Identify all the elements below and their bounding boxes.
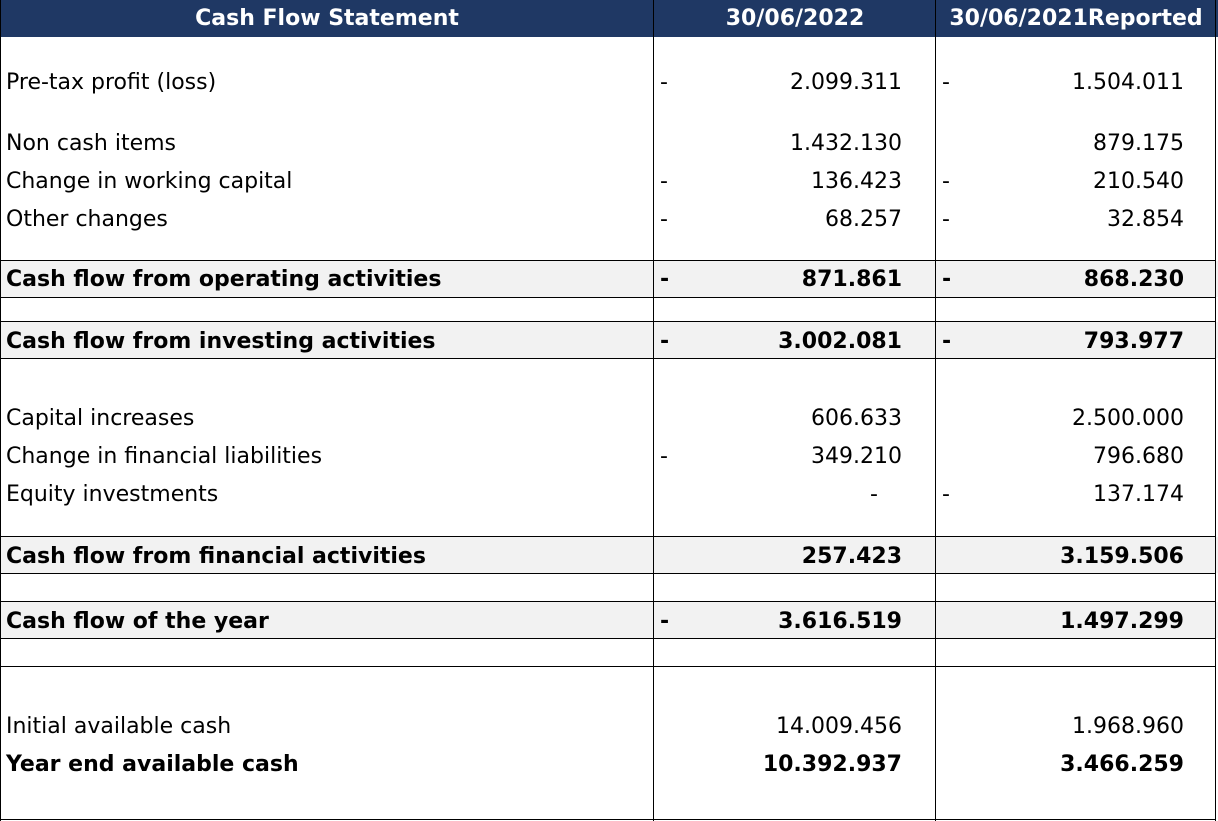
col-rule xyxy=(653,0,654,821)
rule xyxy=(0,638,1216,639)
row-label: Other changes xyxy=(6,207,168,232)
header-col-2022: 30/06/2022 xyxy=(725,6,865,31)
value-2021: 796.680 xyxy=(1093,444,1184,469)
sign-2022: - xyxy=(660,444,668,469)
row-label: Change in financial liabilities xyxy=(6,444,323,469)
rule xyxy=(0,666,1216,667)
value-2022: 10.392.937 xyxy=(762,752,902,777)
value-2022: 68.257 xyxy=(825,207,902,232)
row-bg-investing xyxy=(0,322,1218,358)
value-2021: 793.977 xyxy=(1083,329,1184,354)
row-bg-operating xyxy=(0,261,1218,297)
value-2022: 1.432.130 xyxy=(790,131,902,156)
sign-2022: - xyxy=(660,267,670,292)
value-2021: 1.504.011 xyxy=(1072,70,1184,95)
value-2022: 349.210 xyxy=(811,444,902,469)
table-row-total: Year end available cash 10.392.937 3.466… xyxy=(0,752,1218,782)
table-row: Change in working capital - 136.423 - 21… xyxy=(0,169,1218,199)
value-2022: 606.633 xyxy=(811,406,902,431)
header-col-2021: 30/06/2021Reported xyxy=(949,6,1203,31)
row-label: Cash flow of the year xyxy=(6,609,269,634)
value-2022: 871.861 xyxy=(801,267,902,292)
sign-2021: - xyxy=(942,482,950,507)
row-label: Equity investments xyxy=(6,482,219,507)
table-row: Other changes - 68.257 - 32.854 xyxy=(0,207,1218,237)
row-label: Non cash items xyxy=(6,131,176,156)
sign-2022: - xyxy=(660,207,668,232)
row-label: Cash flow from operating activities xyxy=(6,267,442,292)
table-row: Initial available cash 14.009.456 1.968.… xyxy=(0,714,1218,744)
value-2021: 3.466.259 xyxy=(1060,752,1184,777)
row-label: Cash flow from investing activities xyxy=(6,329,436,354)
sign-2021: - xyxy=(942,267,952,292)
sign-2021: - xyxy=(942,329,952,354)
value-2022: 136.423 xyxy=(811,169,902,194)
table-row: Non cash items 1.432.130 879.175 xyxy=(0,131,1218,161)
header-title: Cash Flow Statement xyxy=(195,6,459,31)
value-2021: 1.497.299 xyxy=(1060,609,1184,634)
sign-2022: - xyxy=(660,609,670,634)
col-rule xyxy=(0,0,1,821)
table-row-total: Cash flow from operating activities - 87… xyxy=(0,267,1218,297)
value-2021: 210.540 xyxy=(1093,169,1184,194)
sign-2021: - xyxy=(942,207,950,232)
col-rule xyxy=(935,0,936,821)
rule xyxy=(0,297,1216,298)
value-2022: 3.616.519 xyxy=(778,609,902,634)
value-2021: 3.159.506 xyxy=(1060,544,1184,569)
rule xyxy=(0,819,1216,820)
row-bg-financial xyxy=(0,537,1218,573)
value-2022: 2.099.311 xyxy=(790,70,902,95)
table-row: Capital increases 606.633 2.500.000 xyxy=(0,406,1218,436)
value-2022: 3.002.081 xyxy=(778,329,902,354)
row-label: Initial available cash xyxy=(6,714,232,739)
row-bg-year xyxy=(0,602,1218,638)
table-row: Change in financial liabilities - 349.21… xyxy=(0,444,1218,474)
sign-2022: - xyxy=(660,169,668,194)
value-2021: 868.230 xyxy=(1083,267,1184,292)
value-2021: 32.854 xyxy=(1107,207,1184,232)
col-rule xyxy=(1215,0,1216,821)
value-2022: 257.423 xyxy=(801,544,902,569)
row-label: Cash flow from financial activities xyxy=(6,544,426,569)
rule xyxy=(0,601,1216,602)
value-2021: 879.175 xyxy=(1093,131,1184,156)
table-row-total: Cash flow of the year - 3.616.519 1.497.… xyxy=(0,609,1218,639)
value-2022: - xyxy=(870,482,878,507)
value-2021: 1.968.960 xyxy=(1072,714,1184,739)
row-label: Change in working capital xyxy=(6,169,293,194)
value-2021: 137.174 xyxy=(1093,482,1184,507)
row-label: Pre-tax profit (loss) xyxy=(6,70,217,95)
table-row: Pre-tax profit (loss) - 2.099.311 - 1.50… xyxy=(0,70,1218,100)
value-2021: 2.500.000 xyxy=(1072,406,1184,431)
table-row: Equity investments - - 137.174 xyxy=(0,482,1218,512)
table-row-total: Cash flow from financial activities 257.… xyxy=(0,544,1218,574)
rule xyxy=(0,536,1216,537)
rule xyxy=(0,321,1216,322)
rule xyxy=(0,573,1216,574)
rule xyxy=(0,358,1216,359)
row-label: Year end available cash xyxy=(6,752,299,777)
table-row-total: Cash flow from investing activities - 3.… xyxy=(0,329,1218,359)
sign-2021: - xyxy=(942,169,950,194)
table-header: Cash Flow Statement 30/06/2022 30/06/202… xyxy=(0,0,1218,37)
row-label: Capital increases xyxy=(6,406,195,431)
value-2022: 14.009.456 xyxy=(776,714,902,739)
sign-2022: - xyxy=(660,70,668,95)
sign-2022: - xyxy=(660,329,670,354)
rule xyxy=(0,260,1216,261)
sign-2021: - xyxy=(942,70,950,95)
